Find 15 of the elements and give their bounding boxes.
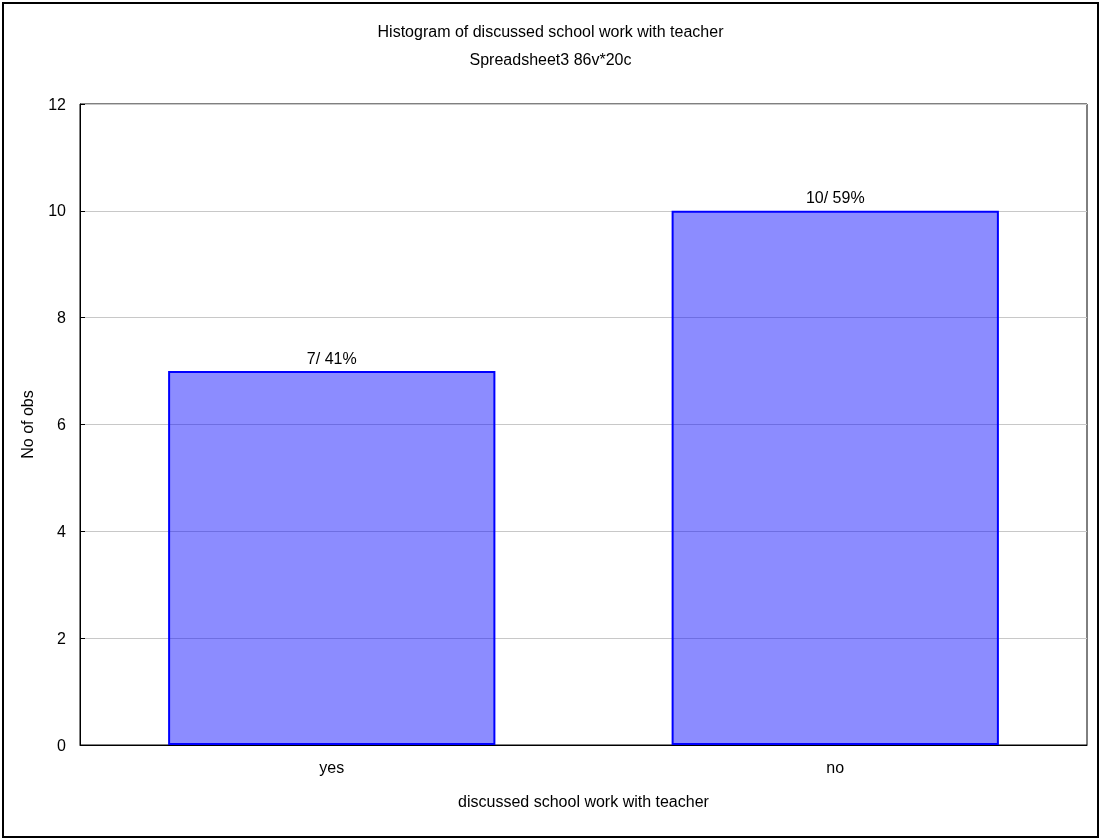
x-tick-label: no <box>826 758 845 776</box>
y-tick-label: 10 <box>48 202 67 220</box>
y-tick-label: 6 <box>57 416 67 433</box>
y-tick-label: 4 <box>57 522 67 540</box>
chart-title: Histogram of discussed school work with teacher <box>377 22 725 40</box>
data-label: 7/ 41% <box>306 349 357 367</box>
data-label: 10/ 59% <box>805 189 865 207</box>
x-axis-title: discussed school work with teacher <box>458 792 710 810</box>
y-tick-label: 2 <box>57 629 67 647</box>
y-axis-title: No of obs <box>18 390 36 459</box>
x-tick-label: yes <box>319 758 345 776</box>
y-tick-label: 8 <box>57 309 67 327</box>
y-tick-label: 12 <box>48 95 67 113</box>
chart-subtitle: Spreadsheet3 86v*20c <box>469 50 632 68</box>
y-tick-label: 0 <box>57 736 67 754</box>
